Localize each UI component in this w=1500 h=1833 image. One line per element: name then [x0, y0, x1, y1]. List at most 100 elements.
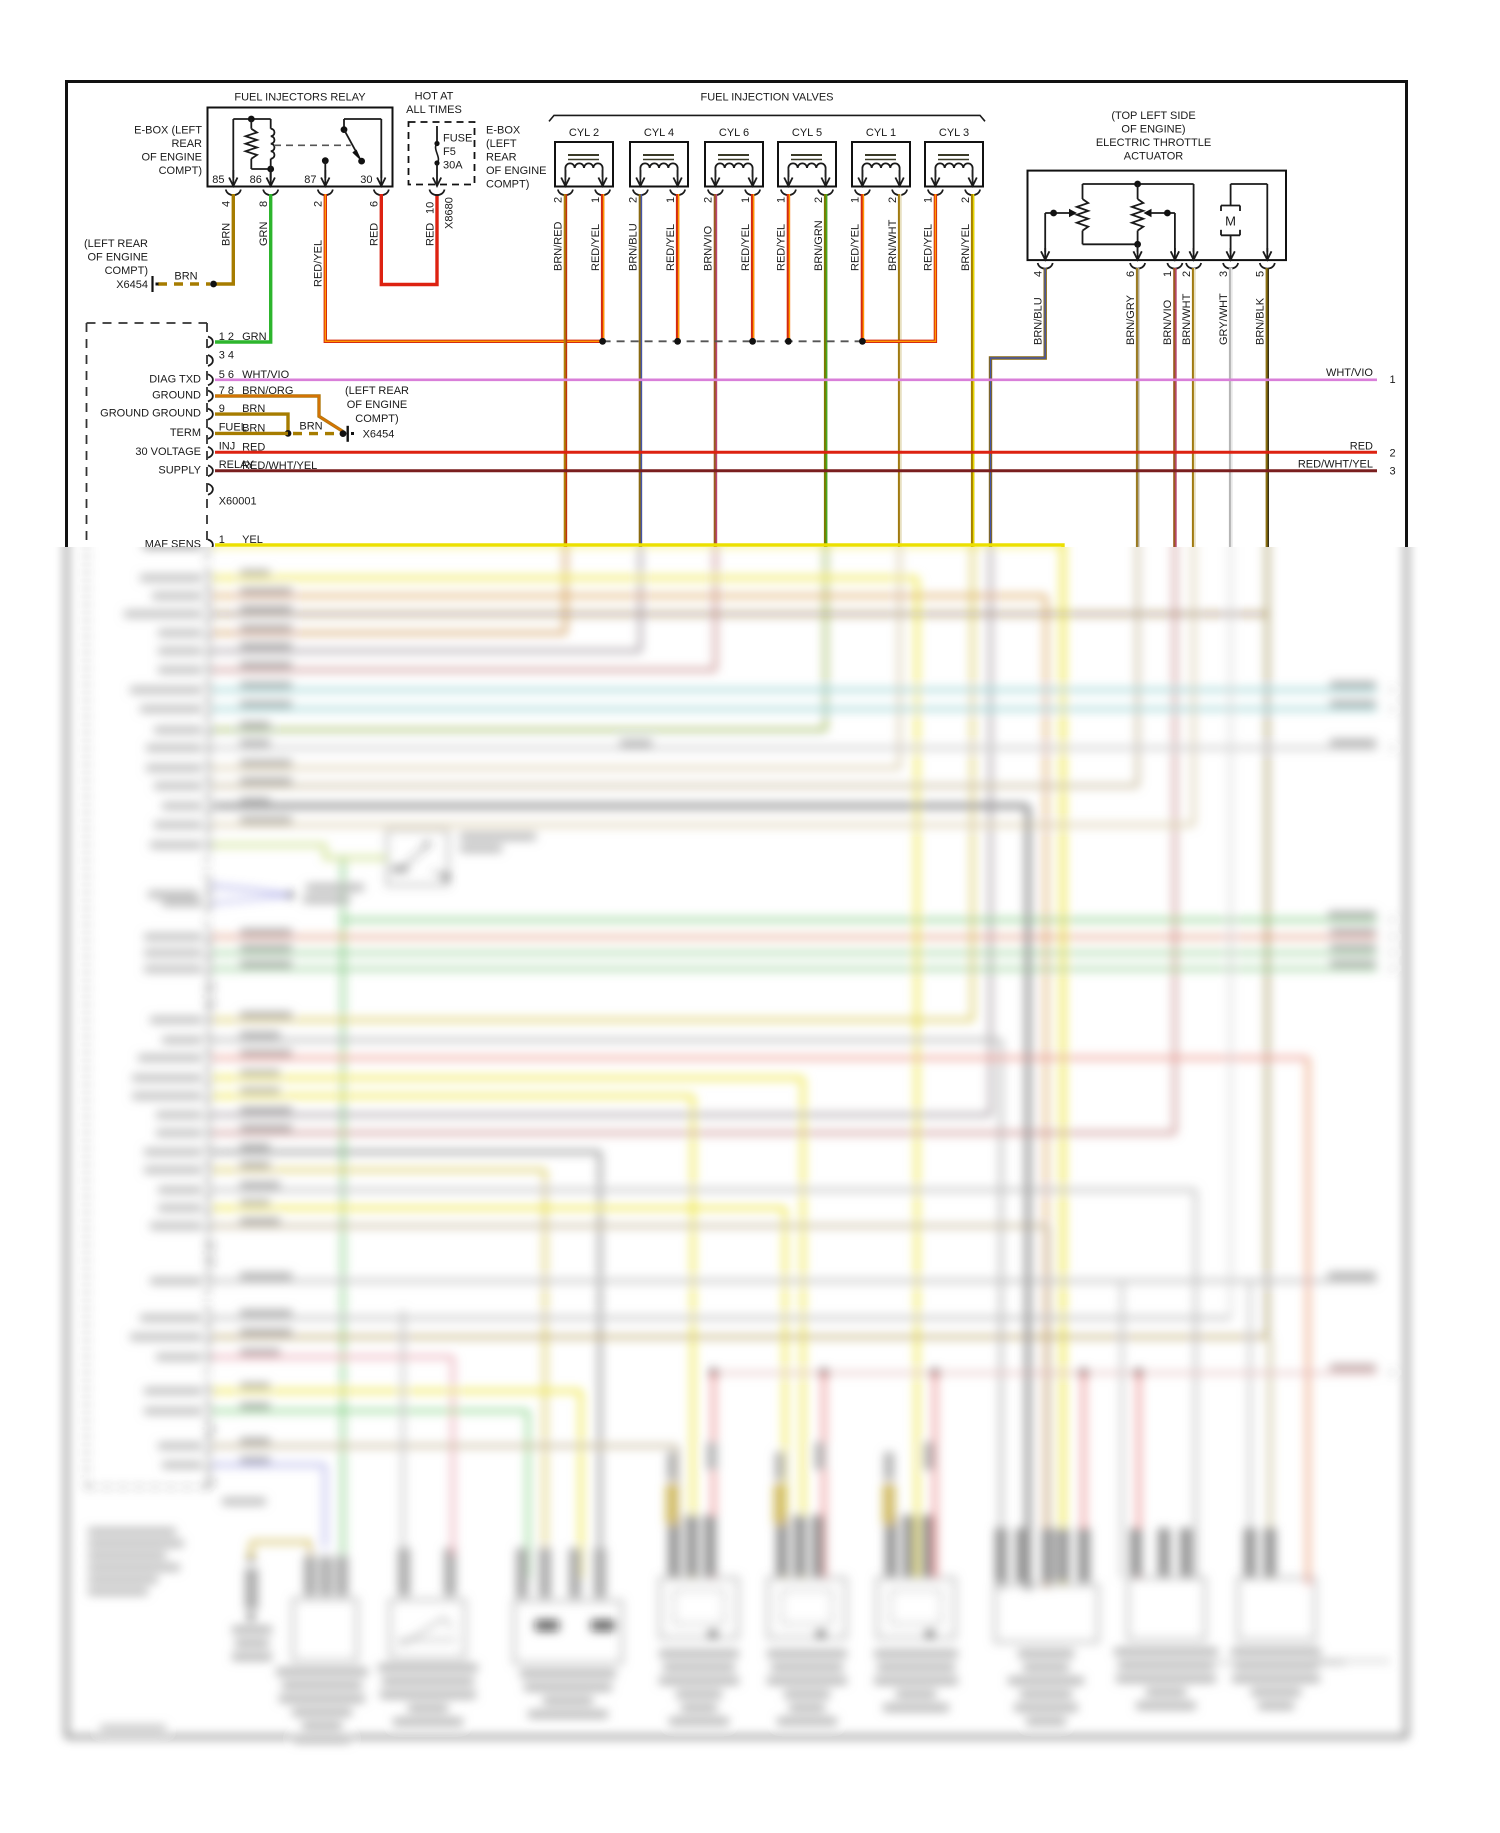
svg-text:OF ENGINE): OF ENGINE) — [1121, 124, 1185, 136]
svg-text:HOT AT: HOT AT — [415, 91, 454, 103]
svg-text:RED/YEL: RED/YEL — [776, 224, 788, 271]
svg-text:BRN: BRN — [299, 421, 322, 433]
svg-text:X6454: X6454 — [116, 279, 148, 291]
svg-text:RED/YEL: RED/YEL — [665, 224, 677, 271]
svg-text:COMPT): COMPT) — [159, 165, 202, 177]
svg-text:BRN/YEL: BRN/YEL — [960, 224, 972, 271]
svg-text:RED/YEL: RED/YEL — [740, 224, 752, 271]
svg-text:30: 30 — [360, 174, 372, 186]
svg-text:FUEL INJECTORS RELAY: FUEL INJECTORS RELAY — [234, 92, 366, 104]
svg-text:CYL 1: CYL 1 — [866, 127, 896, 139]
svg-text:F5: F5 — [443, 146, 456, 158]
svg-text:OF ENGINE: OF ENGINE — [486, 165, 547, 177]
svg-text:CYL 3: CYL 3 — [939, 127, 969, 139]
svg-text:1: 1 — [776, 197, 788, 203]
svg-text:30A: 30A — [443, 160, 463, 172]
svg-text:E-BOX (LEFT: E-BOX (LEFT — [134, 125, 202, 137]
svg-text:(LEFT: (LEFT — [486, 138, 517, 150]
svg-text:OF ENGINE: OF ENGINE — [141, 152, 202, 164]
svg-text:BRN/RED: BRN/RED — [553, 221, 565, 271]
svg-text:ELECTRIC THROTTLE: ELECTRIC THROTTLE — [1096, 137, 1211, 149]
svg-text:RED/YEL: RED/YEL — [313, 240, 325, 287]
svg-text:1: 1 — [923, 197, 935, 203]
svg-text:6: 6 — [369, 201, 381, 207]
svg-text:X6454: X6454 — [363, 429, 395, 441]
svg-text:REAR: REAR — [486, 152, 517, 164]
svg-text:BRN/BLK: BRN/BLK — [1255, 297, 1267, 345]
svg-text:FUEL INJECTION VALVES: FUEL INJECTION VALVES — [700, 92, 833, 104]
svg-text:2: 2 — [703, 197, 715, 203]
svg-text:2: 2 — [813, 197, 825, 203]
svg-text:CYL 2: CYL 2 — [569, 127, 599, 139]
svg-text:INJ: INJ — [219, 441, 236, 453]
svg-text:COMPT): COMPT) — [486, 179, 529, 191]
svg-text:BRN: BRN — [221, 223, 233, 246]
svg-text:BRN/BLU: BRN/BLU — [1032, 297, 1044, 345]
svg-text:BRN: BRN — [174, 271, 197, 283]
svg-text:2: 2 — [553, 197, 565, 203]
svg-text:3: 3 — [1218, 271, 1230, 277]
svg-text:GROUND GROUND: GROUND GROUND — [100, 408, 201, 420]
svg-text:OF ENGINE: OF ENGINE — [347, 399, 408, 411]
svg-text:BRN/BLU: BRN/BLU — [628, 223, 640, 271]
svg-text:30 VOLTAGE: 30 VOLTAGE — [135, 446, 201, 458]
svg-text:SUPPLY: SUPPLY — [158, 464, 201, 476]
svg-text:WHT/VIO: WHT/VIO — [1326, 367, 1373, 379]
svg-text:4: 4 — [1032, 271, 1044, 277]
svg-text:1: 1 — [1162, 271, 1174, 277]
svg-text:X60001: X60001 — [219, 496, 257, 508]
svg-text:2: 2 — [1181, 271, 1193, 277]
svg-text:COMPT): COMPT) — [355, 413, 398, 425]
svg-text:RED: RED — [1350, 441, 1373, 453]
svg-text:(TOP LEFT SIDE: (TOP LEFT SIDE — [1111, 110, 1195, 122]
svg-text:1: 1 — [740, 197, 752, 203]
svg-text:1: 1 — [590, 197, 602, 203]
svg-text:RED: RED — [425, 223, 437, 246]
svg-text:86: 86 — [250, 174, 262, 186]
svg-text:4: 4 — [221, 201, 233, 207]
svg-text:CYL 6: CYL 6 — [719, 127, 749, 139]
svg-text:2: 2 — [1390, 448, 1396, 460]
svg-text:FUSE: FUSE — [443, 133, 472, 145]
svg-text:RED/YEL: RED/YEL — [923, 224, 935, 271]
svg-text:OF ENGINE: OF ENGINE — [87, 252, 148, 264]
svg-text:REAR: REAR — [171, 138, 202, 150]
svg-text:5: 5 — [1255, 271, 1267, 277]
svg-text:BRN/VIO: BRN/VIO — [703, 225, 715, 271]
svg-text:CYL 5: CYL 5 — [792, 127, 822, 139]
svg-text:BRN/WHT: BRN/WHT — [1181, 293, 1193, 345]
svg-text:2: 2 — [887, 197, 899, 203]
svg-text:(LEFT REAR: (LEFT REAR — [345, 385, 409, 397]
svg-text:RED/WHT/YEL: RED/WHT/YEL — [1298, 459, 1373, 471]
svg-text:GRY/WHT: GRY/WHT — [1218, 293, 1230, 345]
svg-text:E-BOX: E-BOX — [486, 125, 521, 137]
svg-text:RED/YEL: RED/YEL — [850, 224, 862, 271]
svg-text:1 2: 1 2 — [219, 331, 234, 343]
svg-text:1: 1 — [1390, 374, 1396, 386]
svg-text:BRN/GRN: BRN/GRN — [813, 220, 825, 271]
svg-text:87: 87 — [304, 174, 316, 186]
svg-text:RED/YEL: RED/YEL — [590, 224, 602, 271]
svg-text:CYL 4: CYL 4 — [644, 127, 674, 139]
svg-text:2: 2 — [313, 201, 325, 207]
svg-text:8: 8 — [258, 201, 270, 207]
svg-text:BRN/VIO: BRN/VIO — [1162, 299, 1174, 345]
svg-text:3 4: 3 4 — [219, 350, 234, 362]
svg-text:(LEFT REAR: (LEFT REAR — [84, 238, 148, 250]
svg-text:GRN: GRN — [258, 222, 270, 247]
svg-text:3: 3 — [1390, 466, 1396, 478]
svg-text:GROUND: GROUND — [152, 390, 201, 402]
svg-text:COMPT): COMPT) — [105, 265, 148, 277]
svg-text:GRN: GRN — [242, 331, 267, 343]
svg-text:ACTUATOR: ACTUATOR — [1124, 151, 1184, 163]
svg-text:X8680: X8680 — [444, 197, 456, 229]
svg-text:TERM: TERM — [170, 427, 201, 439]
svg-text:2: 2 — [960, 197, 972, 203]
svg-text:ALL TIMES: ALL TIMES — [406, 104, 462, 116]
svg-text:1: 1 — [665, 197, 677, 203]
svg-text:BRN/GRY: BRN/GRY — [1125, 294, 1137, 345]
svg-text:2: 2 — [628, 197, 640, 203]
svg-text:DIAG TXD: DIAG TXD — [149, 373, 201, 385]
svg-text:6: 6 — [1125, 271, 1137, 277]
svg-text:RED: RED — [369, 223, 381, 246]
